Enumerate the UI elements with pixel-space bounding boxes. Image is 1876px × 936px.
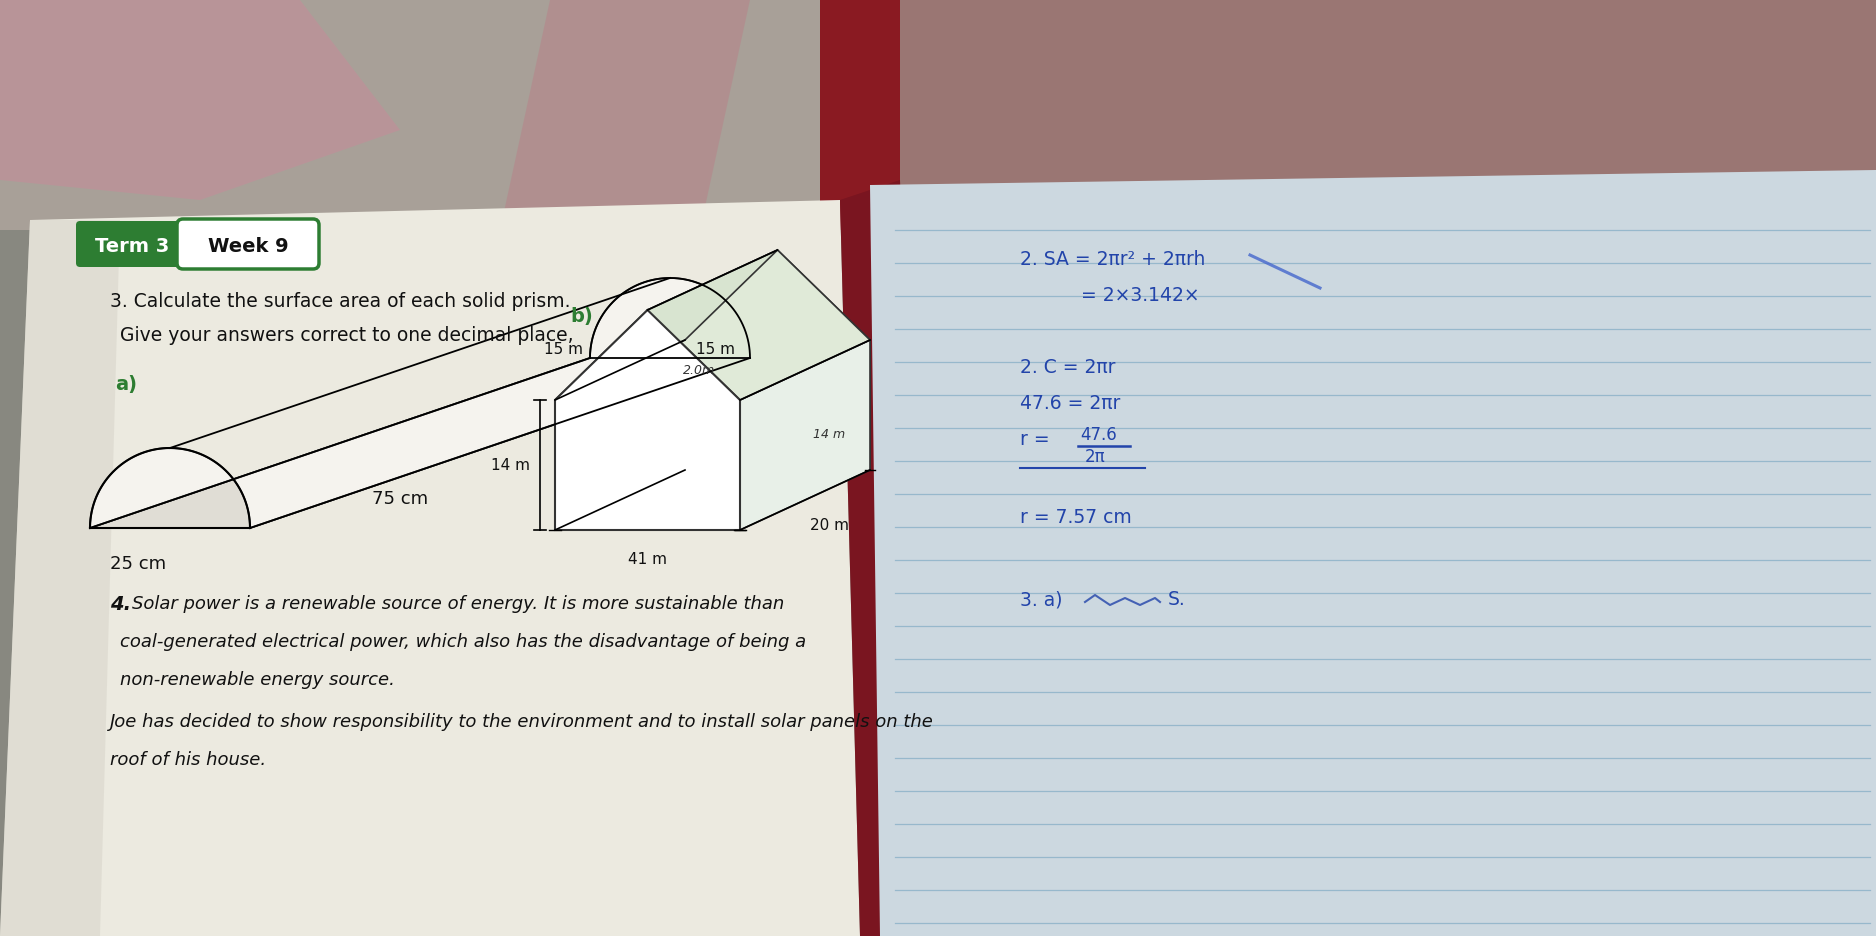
Polygon shape bbox=[820, 0, 1876, 230]
Polygon shape bbox=[685, 250, 870, 470]
Text: = 2×3.142×: = 2×3.142× bbox=[1045, 286, 1199, 305]
Text: 2π: 2π bbox=[1084, 448, 1105, 466]
Polygon shape bbox=[90, 278, 750, 528]
Text: roof of his house.: roof of his house. bbox=[111, 751, 266, 769]
Text: Term 3: Term 3 bbox=[96, 237, 169, 256]
Polygon shape bbox=[0, 0, 400, 200]
Text: 15 m: 15 m bbox=[544, 343, 583, 358]
Text: 25 cm: 25 cm bbox=[111, 555, 167, 573]
Polygon shape bbox=[870, 170, 1876, 936]
Polygon shape bbox=[647, 250, 870, 400]
Text: 75 cm: 75 cm bbox=[371, 490, 428, 508]
Text: 47.6: 47.6 bbox=[1081, 426, 1116, 444]
Polygon shape bbox=[820, 0, 900, 230]
Text: S.: S. bbox=[1169, 590, 1186, 609]
Text: 14 m: 14 m bbox=[812, 429, 844, 442]
Text: b): b) bbox=[570, 307, 593, 326]
Text: r =: r = bbox=[1021, 430, 1051, 449]
Polygon shape bbox=[90, 358, 750, 528]
Polygon shape bbox=[501, 0, 750, 230]
FancyBboxPatch shape bbox=[176, 219, 319, 269]
Text: 4.: 4. bbox=[111, 595, 131, 614]
Polygon shape bbox=[0, 0, 1876, 230]
Polygon shape bbox=[555, 250, 777, 400]
Text: 15 m: 15 m bbox=[696, 343, 735, 358]
Text: Joe has decided to show responsibility to the environment and to install solar p: Joe has decided to show responsibility t… bbox=[111, 713, 934, 731]
Text: Solar power is a renewable source of energy. It is more sustainable than: Solar power is a renewable source of ene… bbox=[131, 595, 784, 613]
FancyBboxPatch shape bbox=[77, 221, 189, 267]
Text: Give your answers correct to one decimal place,: Give your answers correct to one decimal… bbox=[120, 326, 574, 345]
Text: 20 m: 20 m bbox=[810, 518, 850, 533]
Text: r = 7.57 cm: r = 7.57 cm bbox=[1021, 508, 1131, 527]
Polygon shape bbox=[0, 200, 859, 936]
Text: non-renewable energy source.: non-renewable energy source. bbox=[120, 671, 394, 689]
Text: 2.0m: 2.0m bbox=[683, 364, 715, 377]
Polygon shape bbox=[840, 180, 930, 936]
Text: 47.6 = 2πr: 47.6 = 2πr bbox=[1021, 394, 1120, 413]
Text: 3. a): 3. a) bbox=[1021, 590, 1062, 609]
Polygon shape bbox=[739, 340, 870, 530]
Text: a): a) bbox=[114, 375, 137, 394]
Polygon shape bbox=[555, 310, 739, 530]
Text: 41 m: 41 m bbox=[628, 552, 668, 567]
Text: 2. SA = 2πr² + 2πrh: 2. SA = 2πr² + 2πrh bbox=[1021, 250, 1206, 269]
Polygon shape bbox=[0, 220, 120, 936]
Text: Week 9: Week 9 bbox=[208, 237, 289, 256]
Text: 2. C = 2πr: 2. C = 2πr bbox=[1021, 358, 1116, 377]
Text: 3. Calculate the surface area of each solid prism.: 3. Calculate the surface area of each so… bbox=[111, 292, 570, 311]
Text: 14 m: 14 m bbox=[492, 458, 531, 473]
Text: coal-generated electrical power, which also has the disadvantage of being a: coal-generated electrical power, which a… bbox=[120, 633, 807, 651]
